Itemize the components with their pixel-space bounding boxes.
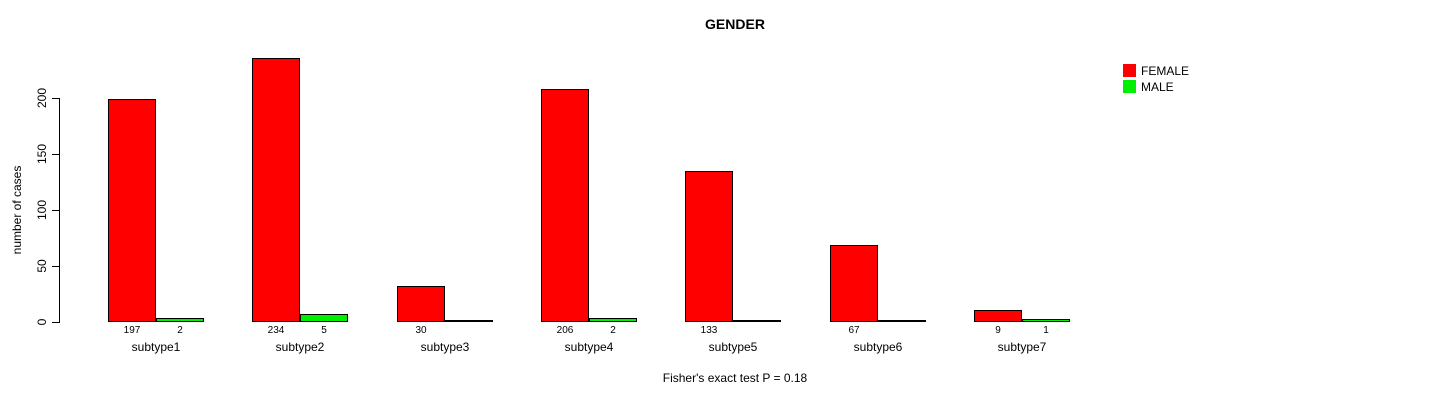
- x-category-label-subtype1: subtype1: [131, 340, 181, 354]
- bar-male-subtype5: [733, 320, 781, 322]
- y-axis-label: number of cases: [10, 165, 24, 255]
- count-male-subtype2: 5: [321, 325, 327, 336]
- x-category-label-subtype3: subtype3: [420, 340, 470, 354]
- count-female-subtype3: 30: [415, 325, 427, 336]
- y-tick-label: 50: [35, 259, 49, 273]
- bar-female-subtype4: [541, 89, 589, 322]
- x-category-label-subtype6: subtype6: [853, 340, 903, 354]
- count-female-subtype5: 133: [700, 325, 718, 336]
- bar-female-subtype6: [830, 245, 878, 322]
- male-color-swatch: [1123, 80, 1136, 93]
- chart-title: GENDER: [705, 16, 765, 32]
- y-tick: [52, 322, 59, 323]
- count-male-subtype7: 1: [1043, 325, 1049, 336]
- x-category-label-subtype4: subtype4: [564, 340, 614, 354]
- legend-row-male: MALE: [1123, 79, 1189, 94]
- y-tick: [52, 154, 59, 155]
- y-tick-label: 200: [35, 87, 49, 109]
- count-male-subtype4: 2: [610, 325, 616, 336]
- y-tick: [52, 98, 59, 99]
- bar-female-subtype1: [108, 99, 156, 322]
- count-female-subtype1: 197: [123, 325, 141, 336]
- bar-male-subtype6: [878, 320, 926, 322]
- legend-label-female: FEMALE: [1141, 63, 1190, 78]
- x-category-label-subtype2: subtype2: [275, 340, 325, 354]
- x-category-label-subtype5: subtype5: [708, 340, 758, 354]
- legend-row-female: FEMALE: [1123, 63, 1190, 78]
- x-category-label-subtype7: subtype7: [997, 340, 1047, 354]
- legend: FEMALE MALE: [1123, 64, 1189, 96]
- count-female-subtype6: 67: [848, 325, 860, 336]
- fisher-test-annotation: Fisher's exact test P = 0.18: [662, 371, 808, 385]
- y-tick-label: 100: [35, 199, 49, 221]
- bar-male-subtype7: [1022, 319, 1070, 322]
- y-tick: [52, 266, 59, 267]
- count-male-subtype1: 2: [177, 325, 183, 336]
- bar-female-subtype3: [397, 286, 445, 322]
- y-tick-label: 150: [35, 143, 49, 165]
- count-female-subtype4: 206: [556, 325, 574, 336]
- bar-female-subtype5: [685, 171, 733, 322]
- bar-male-subtype4: [589, 318, 637, 322]
- count-female-subtype2: 234: [267, 325, 285, 336]
- bar-male-subtype2: [300, 314, 348, 322]
- bar-male-subtype1: [156, 318, 204, 322]
- bar-female-subtype7: [974, 310, 1022, 322]
- legend-label-male: MALE: [1141, 79, 1174, 94]
- bar-female-subtype2: [252, 58, 300, 322]
- y-axis-line: [59, 98, 60, 323]
- y-tick: [52, 210, 59, 211]
- y-tick-label: 0: [35, 318, 49, 326]
- count-female-subtype7: 9: [995, 325, 1001, 336]
- female-color-swatch: [1123, 64, 1136, 77]
- bar-male-subtype3: [445, 320, 493, 322]
